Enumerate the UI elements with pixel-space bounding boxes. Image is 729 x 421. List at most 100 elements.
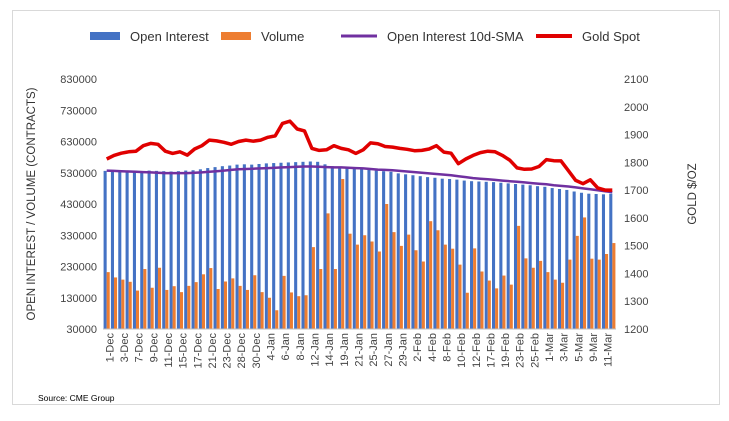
volume-bar (575, 235, 579, 329)
volume-bar (179, 292, 184, 329)
volume-bar (355, 244, 359, 329)
axes: 30000 130000 230000 330000 430000 530000 63000… (60, 74, 648, 368)
open-interest-bar (198, 169, 202, 329)
volume-bar (451, 248, 455, 329)
y-left-tick-label: 230000 (60, 262, 97, 274)
y-right-tick-label: 1300 (624, 296, 648, 308)
open-interest-bar (470, 181, 474, 329)
volume-bar (223, 281, 227, 329)
y-left-tick-label: 30000 (66, 324, 97, 336)
x-tick-label: 14-Jan (324, 333, 336, 367)
x-tick-label: 6-Jan (280, 333, 292, 361)
open-interest-bar (492, 182, 496, 329)
open-interest-bar (125, 171, 129, 329)
volume-bar (458, 264, 462, 329)
volume-bar (201, 274, 206, 329)
open-interest-bar (601, 194, 606, 329)
open-interest-bar (352, 168, 356, 329)
volume-bar (341, 179, 345, 329)
open-interest-bar (433, 177, 437, 329)
y-right-tick-label: 2100 (624, 74, 648, 86)
x-tick-label: 15-Dec (178, 333, 190, 369)
open-interest-bar (594, 194, 598, 329)
open-interest-bar (506, 183, 510, 329)
y-left-tick-label: 730000 (60, 105, 97, 117)
open-interest-bar (374, 170, 378, 329)
y-right-tick-label: 1400 (624, 268, 648, 280)
open-interest-bar (360, 168, 364, 329)
volume-bar (282, 275, 286, 329)
open-interest-bar (235, 164, 239, 329)
open-interest-bar (250, 164, 254, 329)
open-interest-bar (404, 174, 408, 329)
volume-bar (348, 233, 352, 329)
x-tick-label: 28-Dec (236, 333, 248, 369)
open-interest-bar (338, 166, 342, 329)
open-interest-bar (272, 163, 276, 329)
open-interest-bar (220, 166, 224, 329)
legend-label: Gold Spot (582, 29, 640, 44)
volume-bar (377, 251, 381, 329)
x-tick-label: 10-Feb (456, 333, 468, 368)
open-interest-bar (110, 171, 114, 329)
open-interest-bar (448, 179, 452, 329)
x-tick-label: 2-Feb (412, 333, 424, 362)
chart-frame: Open Interest Volume Open Interest 10d-SMA… (12, 10, 720, 405)
open-interest-bar (242, 164, 246, 329)
volume-bar (150, 287, 154, 329)
volume-bar (297, 296, 301, 329)
open-interest-bar (440, 178, 444, 329)
volume-bar (370, 241, 374, 329)
x-tick-label: 1-Mar (544, 333, 556, 362)
volume-bar (275, 310, 279, 329)
open-interest-bar (162, 171, 166, 329)
x-tick-label: 23-Dec (222, 333, 234, 369)
volume-bar (546, 272, 550, 329)
x-tick-label: 27-Jan (383, 333, 395, 367)
open-interest-sma-line (106, 165, 613, 194)
y-right-tick-label: 1800 (624, 157, 648, 169)
x-tick-label: 4-Jan (266, 333, 278, 361)
volume-bar (165, 289, 169, 329)
open-interest-bar (228, 165, 232, 329)
x-tick-label: 30-Dec (251, 333, 263, 369)
volume-bar (605, 254, 609, 329)
volume-bar (363, 235, 367, 329)
legend-swatch (90, 32, 120, 40)
y-left-tick-label: 830000 (60, 74, 97, 86)
x-tick-label: 17-Feb (485, 333, 497, 368)
x-tick-label: 21-Jan (354, 333, 366, 367)
x-tick-label: 21-Dec (207, 333, 219, 369)
y-right-tick-label: 2000 (624, 102, 648, 114)
open-interest-bar (184, 170, 188, 329)
open-interest-bar (257, 164, 261, 329)
y-left-tick-label: 530000 (60, 168, 97, 180)
x-tick-label: 9-Mar (588, 333, 600, 362)
volume-bar (509, 284, 513, 329)
open-interest-bar (308, 161, 312, 329)
x-tick-label: 29-Jan (397, 333, 409, 367)
x-tick-label: 25-Jan (368, 333, 380, 367)
open-interest-bar (462, 180, 466, 329)
legend-label: Open Interest (130, 29, 209, 44)
x-tick-label: 4-Feb (427, 333, 439, 362)
volume-bar (209, 268, 213, 329)
volume-bar (612, 243, 616, 329)
x-tick-label: 1-Dec (104, 333, 116, 363)
open-interest-bar (587, 193, 591, 329)
x-tick-label: 3-Mar (559, 333, 571, 362)
volume-bar (289, 292, 293, 329)
open-interest-bar (301, 161, 305, 329)
volume-bar (539, 260, 543, 329)
open-interest-bar (389, 171, 393, 329)
volume-bar (421, 261, 425, 329)
volume-bar (524, 258, 528, 329)
x-tick-label: 23-Feb (515, 333, 527, 368)
open-interest-bar (477, 181, 481, 329)
y-right-tick-label: 1200 (624, 324, 648, 336)
volume-bar (267, 297, 271, 329)
open-interest-bar (169, 171, 173, 329)
x-tick-label: 17-Dec (192, 333, 204, 369)
volume-bar (561, 282, 565, 329)
open-interest-bar (396, 173, 400, 329)
